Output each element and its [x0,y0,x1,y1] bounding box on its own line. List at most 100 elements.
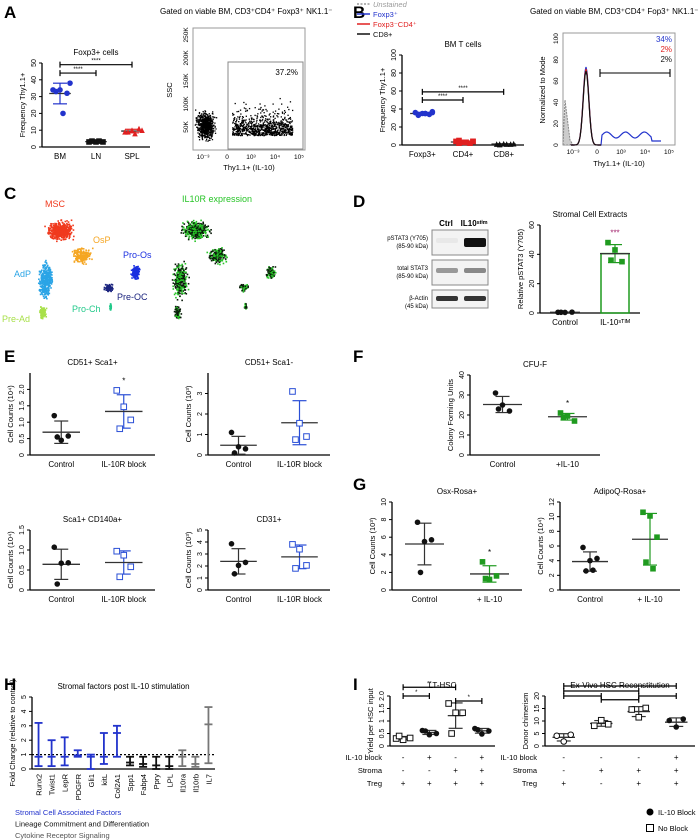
data-point [453,138,459,145]
event-dot [210,131,212,133]
umap-point [136,269,138,272]
chart-title: LT-HSC [429,681,457,690]
umap-point [79,254,82,257]
event-dot [248,123,250,125]
event-dot [209,126,211,128]
umap-point [180,313,183,315]
umap-point [267,273,270,276]
event-dot [199,117,201,119]
event-dot [268,114,270,116]
umap-point [85,252,87,254]
event-dot [288,128,291,131]
event-dot [249,125,251,128]
event-dot [196,126,199,129]
event-dot [271,131,273,133]
legend-entry: Foxp3⁻CD4⁺ [373,20,417,29]
data-point [569,309,575,315]
umap-point [45,262,48,265]
event-dot [291,128,293,130]
umap-point [46,279,49,282]
umap-point [243,305,246,308]
umap-point [52,229,55,232]
event-dot [215,117,218,119]
histogram-curve [571,66,661,146]
x-category-label: LN [91,152,101,161]
umap-point [202,221,204,224]
event-dot [268,122,270,124]
umap-point [45,289,47,292]
umap-point [200,235,203,237]
data-point [433,730,440,737]
umap-point [43,280,46,283]
umap-point [176,298,179,301]
data-point [564,413,571,419]
event-dot [288,117,291,120]
data-point [296,419,303,427]
y-tick-label: 1.5 [19,525,26,535]
umap-point [50,279,52,282]
y-tick-label: 4 [549,559,556,563]
event-dot [290,129,292,132]
event-dot [289,101,292,103]
umap-point [55,233,58,235]
umap-point [43,290,45,293]
umap-point [176,276,179,278]
event-dot [279,122,281,125]
umap-point [184,286,186,288]
umap-point [40,275,43,277]
legend-entry: Unstained [373,0,408,9]
umap-point [214,262,217,265]
umap-point [66,234,69,237]
umap-point [173,293,176,296]
x-category-label: LepR [61,773,70,792]
umap-point [174,274,177,277]
umap-point [63,225,65,227]
umap-point [45,266,48,268]
umap-point [134,268,136,270]
umap-point [51,236,54,239]
data-point [482,575,489,582]
umap-point [181,281,184,283]
x-tick-label: 10³ [616,149,626,156]
condition-value: - [562,753,565,762]
group-1 [600,239,630,314]
event-dot [198,122,200,124]
data-point [235,444,242,450]
significance-bracket [402,684,457,691]
event-dot [238,120,240,123]
data-point [597,716,605,724]
umap-point [201,228,204,231]
event-dot [258,128,260,131]
event-dot [265,115,267,118]
umap-point [68,223,71,226]
event-dot [239,130,242,132]
event-dot [208,115,211,117]
gene-errorbar [99,732,108,765]
umap-point [199,234,201,237]
group-0 [49,80,73,117]
umap-point [41,289,44,292]
event-dot [208,113,210,115]
umap-point [218,258,220,260]
umap-point [47,288,50,291]
event-dot [268,130,270,132]
event-dot [282,130,284,133]
umap-point [197,235,199,238]
umap-point [203,225,205,227]
umap-point [41,293,44,296]
data-point [604,720,612,728]
x-category-label: CD4+ [453,150,474,159]
event-dot [204,123,206,125]
event-dot [280,128,282,131]
umap-point [176,280,179,283]
umap-point [68,236,71,238]
umap-point [59,235,61,237]
event-dot [206,127,209,129]
event-dot [278,108,280,110]
umap-point [205,231,207,234]
data-point [399,736,407,744]
umap-point [42,295,45,298]
condition-value: + [674,779,679,788]
umap-point [181,270,184,273]
umap-point [41,278,44,280]
